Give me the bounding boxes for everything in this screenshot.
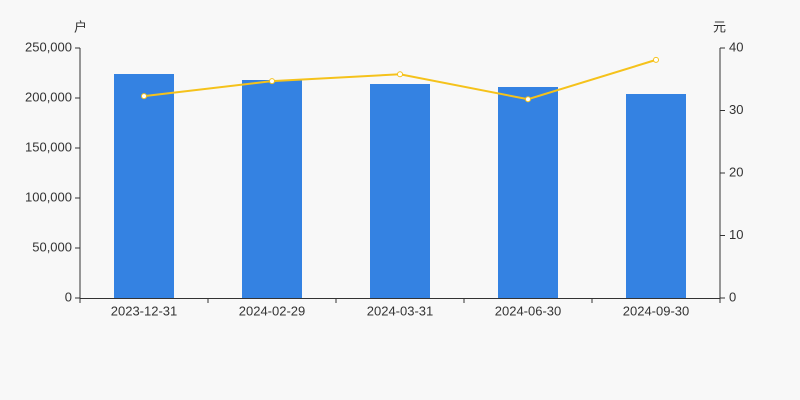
line-point [653,56,659,63]
bar [114,74,174,298]
bar [498,87,558,298]
y2-tick-label: 0 [729,289,736,304]
bar [626,94,686,298]
x-tick-label: 2024-09-30 [623,303,690,318]
line-point [525,96,531,103]
x-tick-label: 2024-02-29 [239,303,306,318]
y2-tick-label: 40 [729,39,743,54]
x-tick-label: 2024-06-30 [495,303,562,318]
y2-tick-label: 10 [729,227,743,242]
line-point [269,78,275,85]
y-tick-label: 200,000 [25,89,72,104]
y2-axis-label: 元 [713,19,726,34]
y-tick-label: 0 [65,289,72,304]
y-tick-label: 250,000 [25,39,72,54]
y-axis-label: 户 [74,19,87,34]
bar [370,84,430,298]
y-tick-label: 100,000 [25,189,72,204]
x-tick-label: 2023-12-31 [111,303,178,318]
y-tick-label: 50,000 [32,239,72,254]
y-tick-label: 150,000 [25,139,72,154]
x-tick-label: 2024-03-31 [367,303,434,318]
line-point [397,71,403,78]
bar [242,80,302,298]
line-point [141,93,147,100]
y2-tick-label: 30 [729,102,743,117]
y2-tick-label: 20 [729,164,743,179]
